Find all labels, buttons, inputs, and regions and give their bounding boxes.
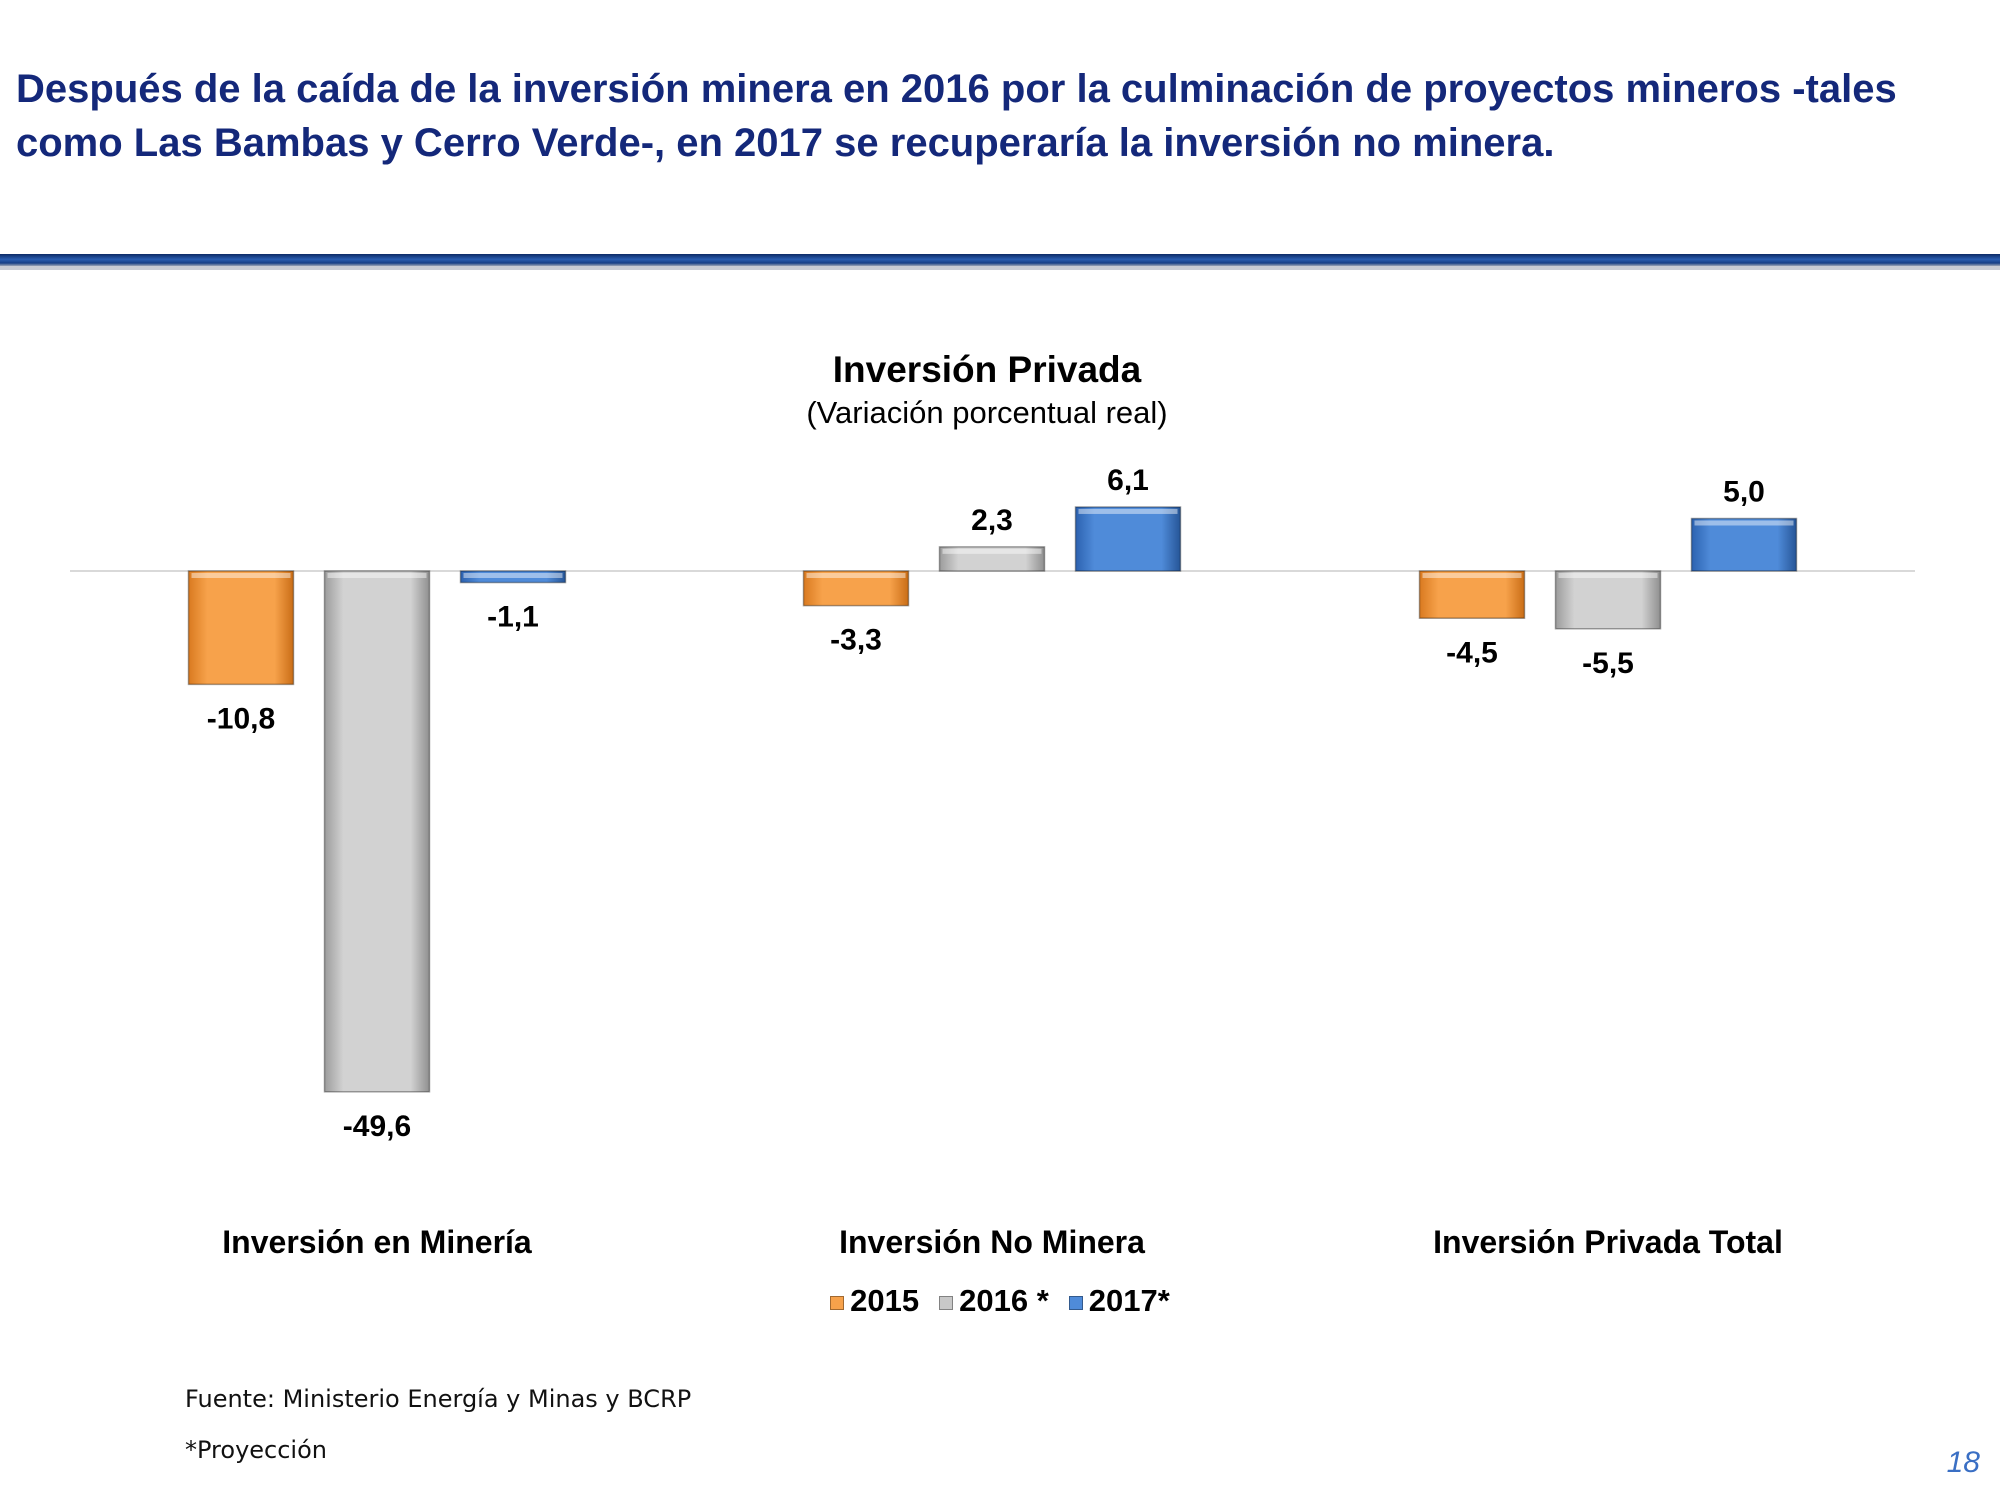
data-label-1-1: 2,3 — [971, 504, 1013, 537]
source-note: Fuente: Ministerio Energía y Minas y BCR… — [185, 1385, 692, 1413]
chart-subtitle: (Variación porcentual real) — [806, 395, 1167, 430]
page-number: 18 — [1946, 1446, 1980, 1479]
legend-swatch-0 — [830, 1296, 845, 1310]
bar-1-2 — [1074, 506, 1182, 572]
data-label-1-0: -3,3 — [830, 624, 882, 657]
legend-item-0: 2015 — [830, 1283, 919, 1319]
bar-1-1 — [938, 546, 1046, 572]
bar-0-0 — [187, 570, 295, 686]
header-divider — [0, 254, 2000, 270]
category-label-2: Inversión Privada Total — [1433, 1224, 1783, 1260]
category-label-0: Inversión en Minería — [222, 1224, 532, 1260]
bar-2-0 — [1418, 570, 1526, 619]
data-label-0-1: -49,6 — [343, 1110, 411, 1143]
data-label-0-0: -10,8 — [207, 702, 275, 735]
legend-item-2: 2017* — [1068, 1283, 1170, 1319]
legend-label-0: 2015 — [850, 1283, 920, 1318]
legend-item-1: 2016 * — [939, 1283, 1049, 1319]
bars-layer — [187, 506, 1798, 1093]
data-label-1-2: 6,1 — [1107, 464, 1149, 497]
data-label-2-0: -4,5 — [1446, 636, 1498, 669]
legend-swatch-1 — [939, 1296, 954, 1310]
legend-label-2: 2017* — [1088, 1283, 1170, 1318]
bar-1-0 — [802, 570, 910, 607]
projection-footnote: *Proyección — [185, 1436, 327, 1464]
chart-title: Inversión Privada — [833, 349, 1142, 390]
bar-2-1 — [1554, 570, 1662, 630]
data-label-0-2: -1,1 — [487, 601, 539, 634]
data-label-2-1: -5,5 — [1582, 647, 1634, 680]
data-label-2-2: 5,0 — [1723, 476, 1765, 509]
bar-0-2 — [459, 570, 567, 584]
category-label-1: Inversión No Minera — [839, 1224, 1145, 1260]
legend-label-1: 2016 * — [959, 1283, 1049, 1318]
chart-legend: 2015 2016 * 2017* — [0, 1283, 2000, 1319]
category-labels-layer: Inversión en Minería Inversión No Minera I… — [222, 1224, 1783, 1260]
legend-swatch-2 — [1068, 1296, 1083, 1310]
bar-2-2 — [1690, 517, 1798, 572]
bar-0-1 — [323, 570, 431, 1093]
slide-headline: Después de la caída de la inversión mine… — [16, 67, 1897, 165]
data-labels-layer: -10,8 -3,3 -4,5 -49,6 2,3 -5,5 -1,1 6,1 5,0 — [207, 464, 1765, 1143]
